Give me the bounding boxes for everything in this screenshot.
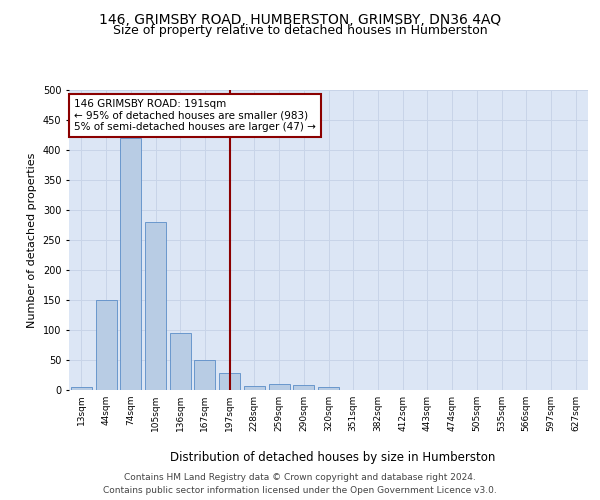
Text: 146 GRIMSBY ROAD: 191sqm
← 95% of detached houses are smaller (983)
5% of semi-d: 146 GRIMSBY ROAD: 191sqm ← 95% of detach…	[74, 99, 316, 132]
Text: 146, GRIMSBY ROAD, HUMBERSTON, GRIMSBY, DN36 4AQ: 146, GRIMSBY ROAD, HUMBERSTON, GRIMSBY, …	[99, 12, 501, 26]
Bar	[194, 360, 215, 390]
Bar	[219, 373, 240, 390]
Bar	[293, 385, 314, 390]
Bar	[95, 300, 116, 390]
Bar	[145, 222, 166, 390]
Bar	[269, 384, 290, 390]
Bar	[170, 333, 191, 390]
Bar	[318, 387, 339, 390]
Y-axis label: Number of detached properties: Number of detached properties	[27, 152, 37, 328]
Bar	[120, 138, 141, 390]
Bar	[71, 387, 92, 390]
Text: Size of property relative to detached houses in Humberston: Size of property relative to detached ho…	[113, 24, 487, 37]
Text: Contains HM Land Registry data © Crown copyright and database right 2024.
Contai: Contains HM Land Registry data © Crown c…	[103, 474, 497, 495]
Bar	[244, 386, 265, 390]
Text: Distribution of detached houses by size in Humberston: Distribution of detached houses by size …	[170, 451, 496, 464]
